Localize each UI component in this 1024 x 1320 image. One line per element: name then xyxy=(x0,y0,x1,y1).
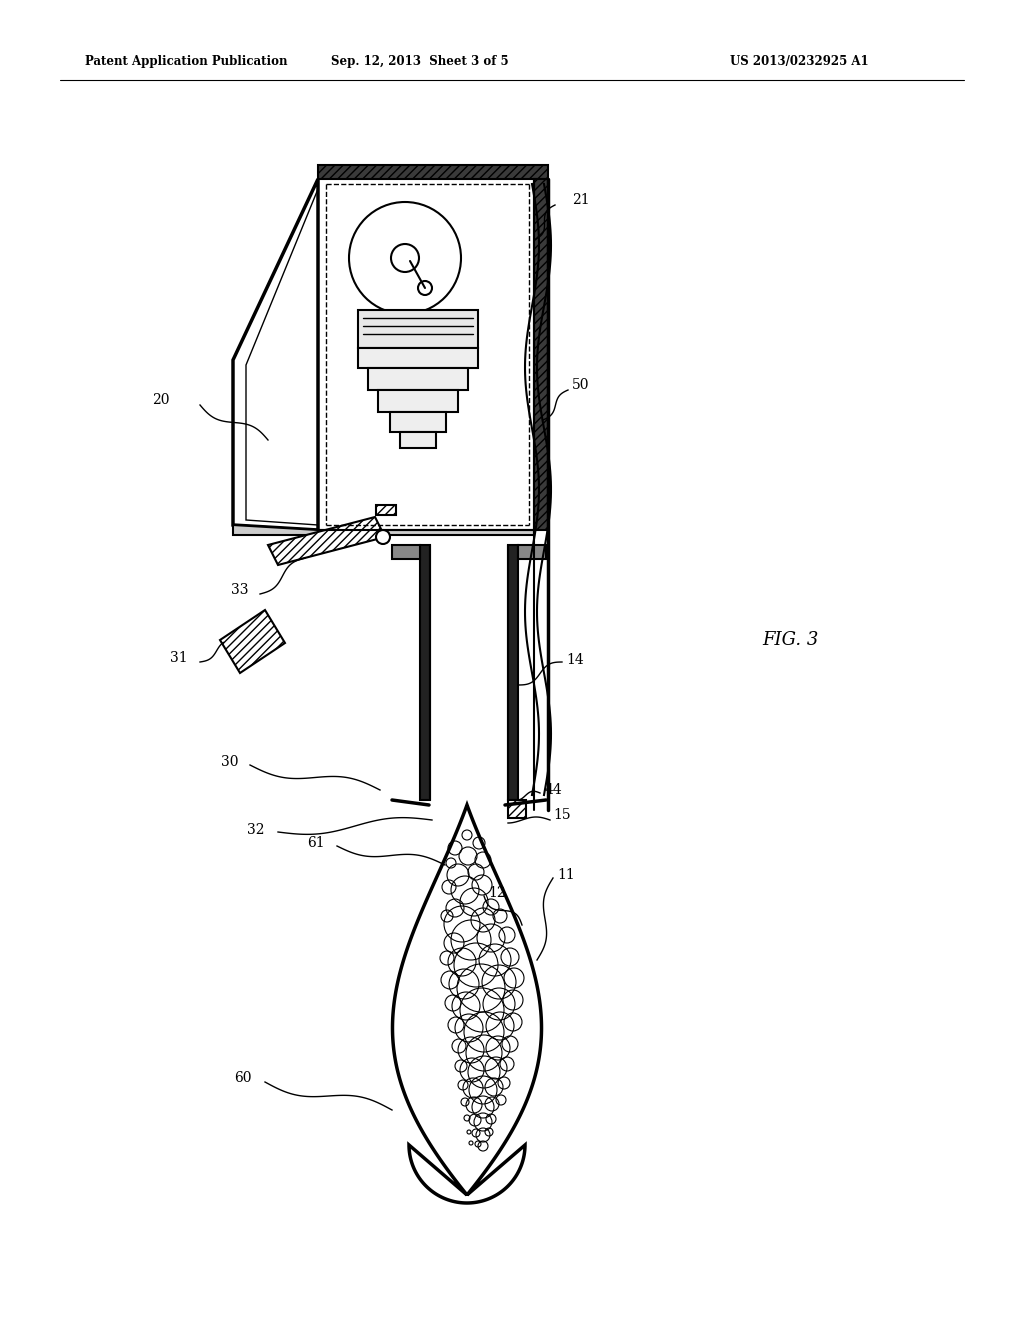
Text: 15: 15 xyxy=(553,808,570,822)
Text: 11: 11 xyxy=(557,869,574,882)
Text: 14: 14 xyxy=(566,653,584,667)
Circle shape xyxy=(418,281,432,294)
Bar xyxy=(420,545,430,800)
Text: 32: 32 xyxy=(247,822,264,837)
Circle shape xyxy=(376,531,390,544)
Polygon shape xyxy=(220,610,285,673)
Bar xyxy=(358,348,478,368)
Bar xyxy=(508,800,526,818)
Text: 30: 30 xyxy=(220,755,238,770)
Bar xyxy=(318,165,548,180)
Text: 50: 50 xyxy=(572,378,590,392)
Bar xyxy=(390,412,446,432)
Bar xyxy=(508,545,518,800)
Bar xyxy=(534,180,548,531)
Bar xyxy=(368,368,468,389)
Text: 60: 60 xyxy=(234,1071,252,1085)
Bar xyxy=(518,545,546,558)
Text: 33: 33 xyxy=(230,583,248,597)
Text: Patent Application Publication: Patent Application Publication xyxy=(85,55,288,69)
Text: 20: 20 xyxy=(153,393,170,407)
Polygon shape xyxy=(233,525,534,535)
Bar xyxy=(376,506,396,515)
Bar xyxy=(358,310,478,348)
Text: 31: 31 xyxy=(170,651,188,665)
Text: 12: 12 xyxy=(488,886,506,900)
Text: US 2013/0232925 A1: US 2013/0232925 A1 xyxy=(730,55,868,69)
Text: 21: 21 xyxy=(572,193,590,207)
Polygon shape xyxy=(268,517,385,565)
Bar xyxy=(400,432,436,447)
Bar xyxy=(378,389,458,412)
Text: Sep. 12, 2013  Sheet 3 of 5: Sep. 12, 2013 Sheet 3 of 5 xyxy=(331,55,509,69)
Text: 61: 61 xyxy=(307,836,325,850)
Bar xyxy=(392,545,420,558)
Text: FIG. 3: FIG. 3 xyxy=(762,631,818,649)
Text: 44: 44 xyxy=(545,783,563,797)
